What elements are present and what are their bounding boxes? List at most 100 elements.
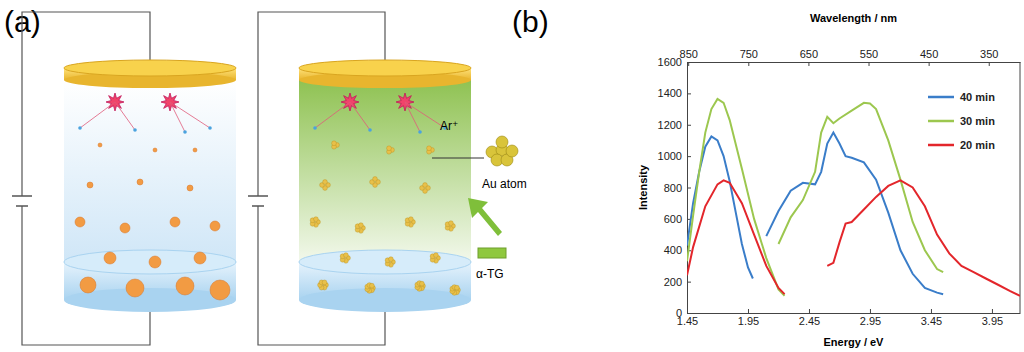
tick: 1200 (658, 119, 691, 131)
ion (368, 128, 372, 132)
au-cluster-atom (387, 146, 392, 151)
tick: 3.45 (921, 309, 942, 327)
ion (208, 126, 212, 130)
x2-axis: 850750650550450350 (680, 48, 1021, 66)
tick-mark (869, 62, 870, 66)
tick: 2.95 (860, 309, 881, 327)
tick-mark (809, 309, 810, 313)
tick: 600 (664, 213, 691, 225)
tick-label: 450 (920, 48, 938, 60)
x2-axis-title: Wavelength / nm (810, 12, 897, 24)
dish (64, 250, 236, 274)
tick: 400 (664, 244, 691, 256)
au-cluster-atom (322, 280, 327, 285)
battery-plate (16, 205, 28, 207)
tick-mark (748, 62, 749, 66)
tick-label: 550 (860, 48, 878, 60)
tick: 850 (680, 48, 698, 66)
dish (299, 288, 471, 312)
ion-path (170, 102, 185, 132)
ligand-label: α-TG (476, 267, 504, 281)
nanoparticle (194, 252, 206, 264)
tick-label: 1400 (658, 87, 682, 99)
tick-label: 350 (980, 48, 998, 60)
dish (299, 250, 471, 274)
au-cluster-atom (449, 221, 454, 226)
ion (313, 126, 317, 130)
ion (183, 130, 187, 134)
au-cluster-atom (419, 281, 424, 286)
x-axis-title: Energy / eV (824, 336, 885, 348)
ion-path (80, 102, 115, 128)
nanoparticle (126, 279, 144, 297)
gold-target (299, 60, 471, 76)
nanoparticle (149, 256, 161, 268)
tick-mark (687, 282, 691, 283)
tick: 800 (664, 182, 691, 194)
au-cluster-atom (344, 253, 349, 258)
tick-label: 0 (676, 307, 682, 319)
gold-target (64, 60, 236, 76)
chamber (248, 12, 471, 345)
au-cluster-atom (434, 253, 439, 258)
nanoparticle (176, 277, 194, 295)
legend-label: 20 min (960, 139, 995, 151)
au-cluster-atom (323, 180, 328, 185)
au-atom-icon (506, 145, 518, 157)
tick: 450 (920, 48, 938, 66)
tick-mark (687, 62, 691, 63)
legend: 40 min30 min20 min (928, 91, 995, 151)
tick: 550 (860, 48, 878, 66)
tick: 350 (980, 48, 998, 66)
tick-label: 2.95 (860, 315, 881, 327)
tick-label: 3.45 (921, 315, 942, 327)
tick-mark (748, 309, 749, 313)
tick-mark (992, 309, 993, 313)
nanoparticle (104, 252, 116, 264)
chamber (12, 12, 236, 345)
nanoparticle (87, 182, 93, 188)
y-axis: 02004006008001000120014001600 (658, 56, 691, 319)
ion-path (350, 102, 370, 130)
tick-mark (687, 313, 691, 314)
au-cluster-atom (314, 217, 319, 222)
nanoparticle (210, 280, 230, 300)
ion-path (405, 102, 420, 132)
tick-label: 3.95 (982, 315, 1003, 327)
chamber-body (64, 80, 236, 265)
au-cluster-atom (454, 285, 459, 290)
cluster-label: Au atom (482, 177, 527, 191)
callout-arrow (432, 158, 484, 159)
plot-area (687, 99, 1020, 296)
au-atom-icon (496, 136, 508, 148)
au-cluster-atom (359, 223, 364, 228)
tick: 200 (664, 276, 691, 288)
tick-mark (989, 62, 990, 66)
tick-mark (687, 188, 691, 189)
figure: (a)Ar⁺Au atomα-TG(b)1.451.952.452.953.45… (0, 0, 1024, 352)
tick-label: 1600 (658, 56, 682, 68)
tick-label: 1.95 (738, 315, 759, 327)
nanoparticle (170, 217, 180, 227)
tick-mark (929, 62, 930, 66)
ion-path (405, 102, 445, 128)
au-cluster-atom (389, 257, 394, 262)
nanoparticle (187, 185, 193, 191)
tick-label: 1200 (658, 119, 682, 131)
battery-plate (12, 195, 32, 197)
chamber-body (299, 80, 471, 265)
ligand-arrow (468, 198, 502, 236)
diagram: (a)Ar⁺Au atomα-TG (4, 5, 527, 345)
tick: 650 (800, 48, 818, 66)
tick: 1.95 (738, 309, 759, 327)
series-line (687, 133, 943, 295)
tick-label: 400 (664, 244, 682, 256)
nanoparticle (137, 179, 143, 185)
nanoparticle (98, 143, 102, 147)
frame-right (1020, 62, 1021, 313)
ligand-vial (478, 248, 506, 258)
ion-path (315, 102, 350, 128)
legend-swatch (928, 120, 954, 123)
nanoparticle (153, 148, 157, 152)
nanoparticle (80, 277, 96, 293)
